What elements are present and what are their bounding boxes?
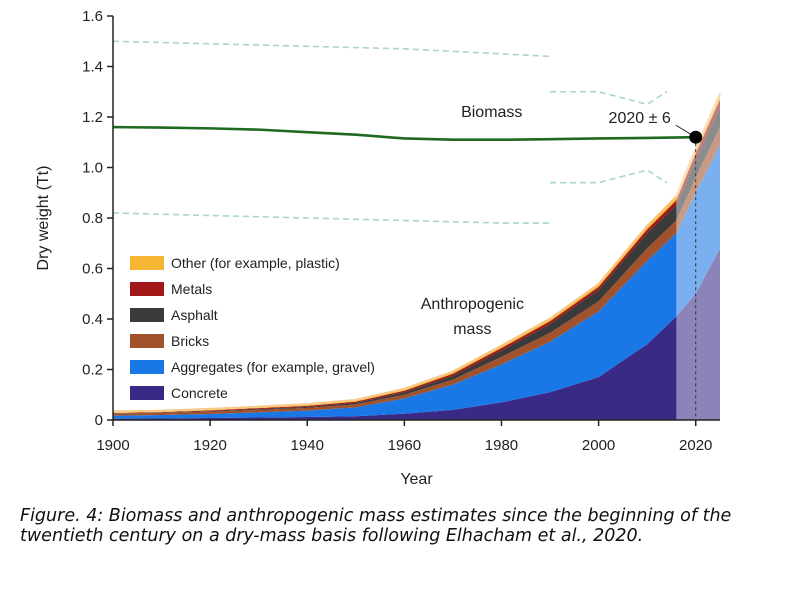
legend-label: Metals — [171, 281, 212, 297]
legend-swatch — [130, 360, 164, 374]
legend-swatch — [130, 282, 164, 296]
biomass-lower-bound — [112, 212, 551, 224]
legend-label: Asphalt — [171, 307, 218, 323]
projection-overlay — [676, 16, 720, 420]
crossover-label: 2020 ± 6 — [609, 110, 671, 127]
y-tick-label: 0 — [95, 412, 103, 429]
y-tick-label: 1.2 — [82, 109, 103, 126]
y-tick-label: 1.0 — [82, 160, 103, 177]
crossover-range-lower — [550, 169, 668, 184]
legend-label: Bricks — [171, 333, 209, 349]
projection-shade — [676, 16, 720, 420]
legend-swatch — [130, 308, 164, 322]
y-tick-label: 1.4 — [82, 59, 103, 76]
y-tick-label: 1.6 — [82, 8, 103, 25]
y-tick-label: 0.8 — [82, 210, 103, 227]
x-tick-label: 1940 — [291, 437, 324, 454]
x-tick-label: 1900 — [96, 437, 129, 454]
legend-swatch — [130, 334, 164, 348]
area-aggregates-for-example-gravel — [113, 144, 720, 419]
annotation-label: Biomass — [461, 104, 522, 121]
y-tick-label: 0.6 — [82, 261, 103, 278]
axes: 0 0.2 0.4 0.6 0.8 1.0 1.2 1.4 1.6 1900 1920 1940 196… — [82, 8, 720, 454]
biomass-uncertainty-bounds — [112, 40, 668, 224]
x-tick-label: 1960 — [388, 437, 421, 454]
biomass-line-group: 2020 ± 6 — [112, 110, 703, 420]
figure-caption: Figure. 4: Biomass and anthropogenic mas… — [20, 506, 732, 546]
stacked-areas — [112, 92, 721, 420]
x-tick-label: 1920 — [193, 437, 226, 454]
legend-label: Other (for example, plastic) — [171, 255, 340, 271]
annotation-label: mass — [453, 321, 491, 338]
crossover-pointer — [675, 124, 691, 135]
biomass-line — [112, 125, 696, 142]
y-tick-label: 0.4 — [82, 311, 103, 328]
crossover-range-upper — [550, 90, 668, 106]
x-tick-label: 1980 — [485, 437, 518, 454]
y-tick-label: 0.2 — [82, 362, 103, 379]
legend-label: Aggregates (for example, gravel) — [171, 359, 375, 375]
y-axis-title: Dry weight (Tt) — [35, 166, 52, 271]
x-tick-label: 2000 — [582, 437, 615, 454]
x-axis-title: Year — [400, 471, 433, 488]
annotation-label: Anthropogenic — [421, 296, 524, 313]
annotations: Biomass Anthropogenic mass — [421, 104, 524, 338]
area-concrete — [113, 248, 720, 420]
legend-label: Concrete — [171, 385, 228, 401]
crossover-point — [689, 130, 703, 144]
legend-swatch — [130, 386, 164, 400]
legend-swatch — [130, 256, 164, 270]
chart: 2020 ± 6 0 0.2 0.4 0.6 0.8 1.0 1.2 1.4 1.6 1900 19… — [35, 8, 721, 488]
total-outline — [112, 92, 721, 413]
x-tick-label: 2020 — [679, 437, 712, 454]
biomass-upper-bound — [112, 40, 551, 58]
legend: Other (for example, plastic) Metals Asphal… — [130, 255, 375, 401]
